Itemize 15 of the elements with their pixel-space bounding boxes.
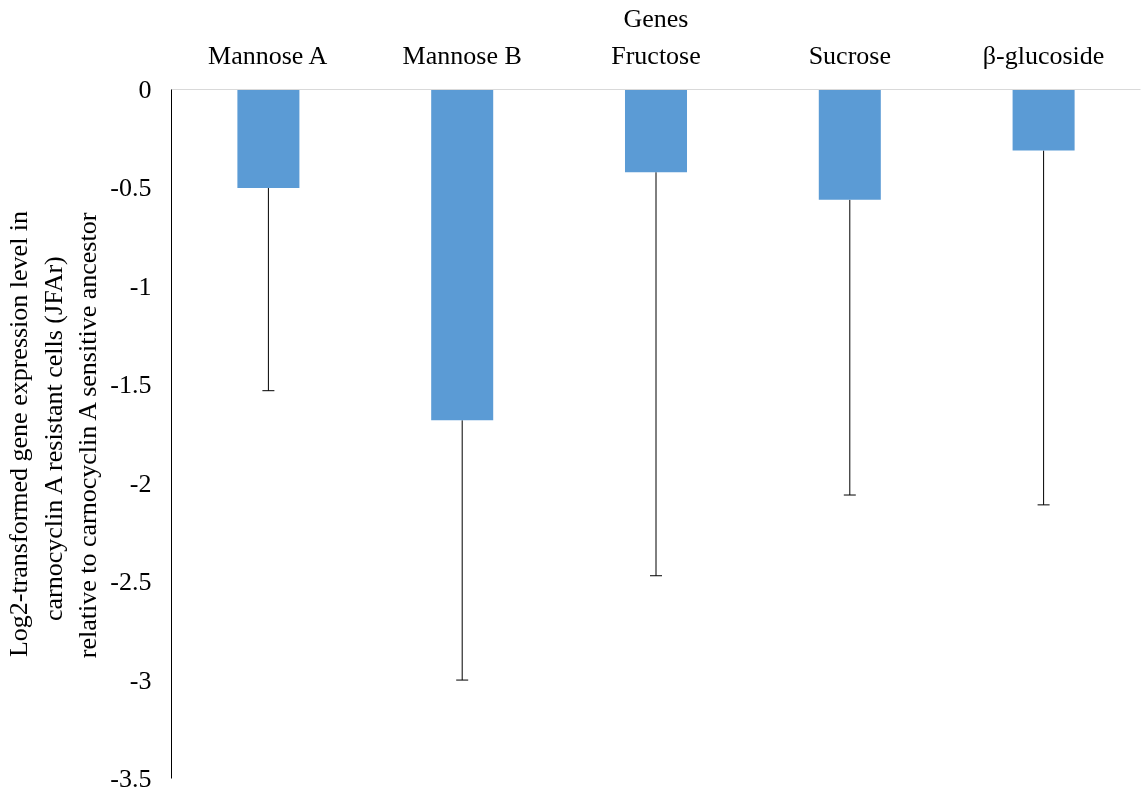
x-tick-label: β-glucoside xyxy=(982,40,1105,70)
x-tick-label: Mannose B xyxy=(402,40,522,70)
y-tick-label: -1.5 xyxy=(110,370,152,400)
y-tick-label: -2.5 xyxy=(110,567,152,597)
x-tick-label: Mannose A xyxy=(208,40,328,70)
y-tick-label: -0.5 xyxy=(110,173,152,203)
y-axis-title: Log2-transformed gene expression level in carnocyclin A resistant cells (JFAr) relative to carnocyclin A sensitive ancestor xyxy=(3,210,103,659)
y-tick-label: -2 xyxy=(129,468,152,498)
y-tick-label: 0 xyxy=(138,75,152,104)
y-tick-label: -3 xyxy=(129,665,152,695)
y-tick-label: -1 xyxy=(129,271,152,301)
x-tick-label: Fructose xyxy=(611,40,701,70)
y-tick-label: -3.5 xyxy=(110,764,152,793)
x-axis-title: Genes xyxy=(623,3,689,33)
x-tick-label: Sucrose xyxy=(808,40,891,70)
